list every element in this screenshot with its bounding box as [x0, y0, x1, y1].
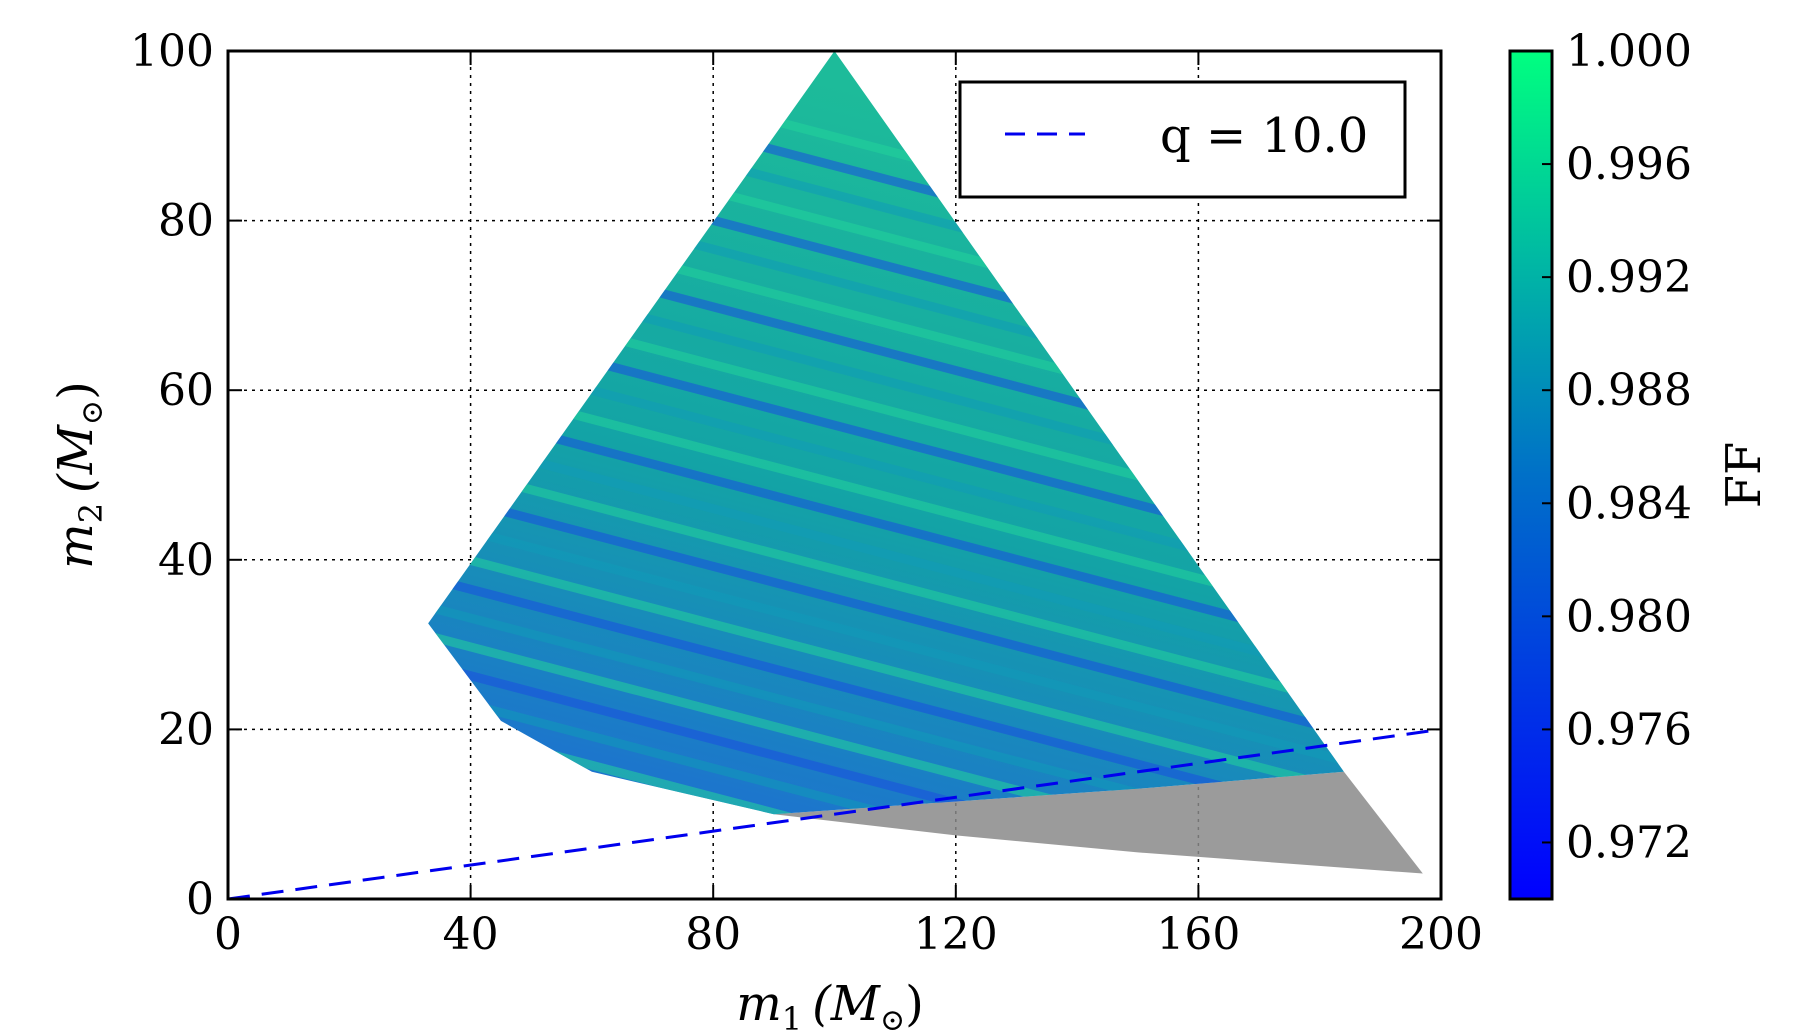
colorbar-tick-label: 0.976	[1566, 704, 1692, 755]
x-label-sun: ⊙	[880, 1003, 905, 1030]
x-label-unit: (M	[812, 976, 882, 1030]
series-layer	[228, 727, 1441, 899]
y-tick-label: 20	[158, 704, 214, 755]
legend: q = 10.0	[958, 80, 1407, 199]
colorbar-tick-label: 0.980	[1566, 591, 1692, 642]
legend-entry-q: q = 10.0	[1160, 108, 1368, 164]
y-tick-label: 0	[186, 874, 214, 925]
gray-region	[773, 771, 1423, 874]
x-label-close: )	[905, 976, 924, 1030]
ff-band	[428, 453, 1344, 717]
y-tick-label: 80	[158, 196, 214, 247]
ff-band	[428, 684, 1344, 815]
x-tick-label: 120	[914, 909, 998, 960]
ff-band	[428, 540, 1344, 804]
colorbar-tick-label: 0.996	[1566, 139, 1692, 190]
x-tick-label: 40	[443, 909, 499, 960]
y-tick-label: 60	[158, 365, 214, 416]
y-tick-label: 40	[158, 535, 214, 586]
colorbar-ticks: 1.000 0.996 0.992 0.988 0.984 0.980 0.976 0.972	[1542, 26, 1692, 868]
plot-frame	[226, 49, 1443, 901]
colorbar-tick-label: 1.000	[1566, 26, 1692, 77]
y-label-sun: ⊙	[75, 400, 110, 425]
ff-band	[428, 482, 1344, 746]
y-tick-label: 100	[130, 26, 214, 77]
axis-ticks: 0 40 80 120 160 200 0 20 40 60 80 100	[130, 26, 1483, 960]
colorbar-tick-label: 0.972	[1566, 817, 1692, 868]
ff-band	[428, 713, 1344, 815]
x-tick-label: 160	[1156, 909, 1240, 960]
x-tick-label: 200	[1399, 909, 1483, 960]
x-tick-label: 80	[685, 909, 741, 960]
y-label-close: )	[48, 381, 104, 400]
colorbar-tick-label: 0.992	[1566, 252, 1692, 303]
ff-band	[428, 626, 1344, 815]
ff-band	[428, 424, 1344, 688]
x-label-base: m	[736, 976, 782, 1030]
y-label-base: m	[48, 523, 104, 569]
colorbar-gradient	[1508, 49, 1554, 901]
ff-band	[428, 396, 1344, 660]
ff-band	[428, 511, 1344, 775]
y-label-sub: 2	[72, 503, 110, 523]
ff-colored-region	[428, 51, 1344, 815]
series-line-q	[228, 727, 1441, 899]
x-label-sub: 1	[782, 1000, 802, 1030]
colorbar-tick-label: 0.988	[1566, 365, 1692, 416]
x-axis-label: m1 (M⊙)	[736, 976, 924, 1030]
ff-band	[428, 655, 1344, 815]
y-axis-label: m2 (M⊙)	[48, 381, 110, 569]
legend-box	[958, 80, 1407, 199]
colorbar: 1.000 0.996 0.992 0.988 0.984 0.980 0.976 0.972…	[1508, 26, 1772, 901]
y-label-unit: (M	[48, 423, 104, 493]
colorbar-label: FF	[1716, 442, 1772, 509]
colorbar-tick-label: 0.984	[1566, 478, 1692, 529]
x-tick-label: 0	[214, 909, 242, 960]
